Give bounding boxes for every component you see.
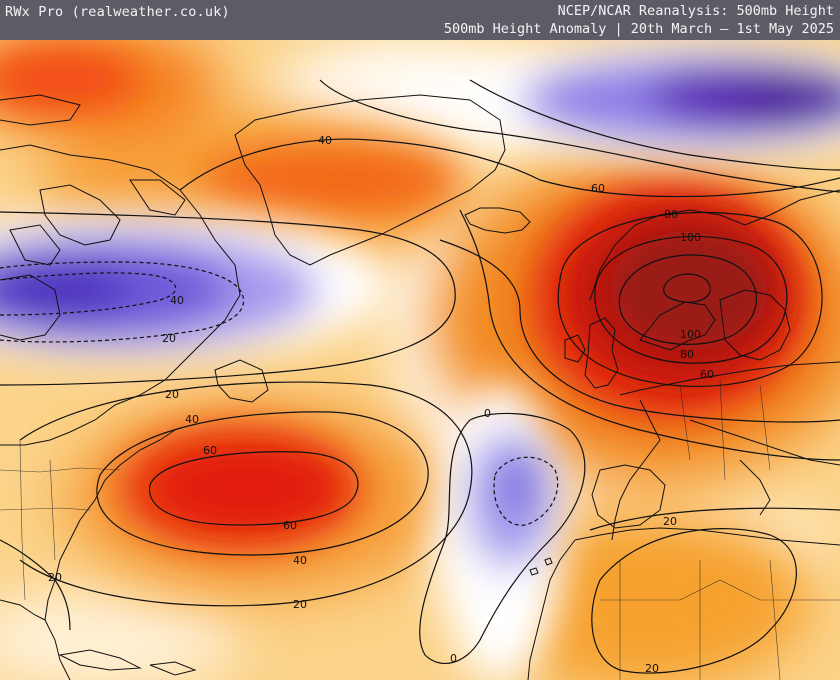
contour-label: 100 — [680, 231, 701, 244]
contour-canada-zero — [0, 211, 456, 386]
contour-scand-60 — [557, 211, 823, 387]
anomaly-fill-layer — [0, 40, 840, 680]
brand-label: RWx Pro (realweather.co.uk) — [5, 4, 230, 20]
contour-label: 60 — [203, 444, 217, 457]
iceland-coast — [464, 207, 531, 234]
iberia-coast — [591, 464, 666, 529]
contour-scand-100 — [618, 254, 757, 345]
map-title: NCEP/NCAR Reanalysis: 500mb Height — [557, 3, 834, 19]
anomaly-map-svg: 40 60 80 100 100 80 60 40 20 20 40 60 60… — [0, 40, 840, 680]
border-layer — [0, 379, 840, 680]
europe-coast — [619, 361, 840, 396]
contour-label: 100 — [680, 328, 701, 341]
contour-label: 40 — [185, 413, 199, 426]
contour-label: 60 — [283, 519, 297, 532]
map-subtitle: 500mb Height Anomaly | 20th March — 1st … — [443, 21, 834, 37]
contour-20-mid — [459, 209, 840, 461]
contour-azores-zero — [419, 412, 586, 664]
contour-40-scand-south — [439, 239, 840, 423]
contour-scand-inner — [663, 273, 711, 303]
contour-canada-neg20 — [0, 261, 245, 343]
contour-atl-60 — [148, 451, 359, 526]
map-header: RWx Pro (realweather.co.uk) NCEP/NCAR Re… — [0, 0, 840, 40]
contour-label: 0 — [484, 407, 491, 420]
canada-coast — [0, 144, 241, 446]
contour-top-arc — [469, 79, 840, 171]
contour-label: 40 — [318, 134, 332, 147]
contour-label: 60 — [700, 368, 714, 381]
contour-atl-40 — [96, 411, 429, 556]
map-title-block: NCEP/NCAR Reanalysis: 500mb Height 500mb… — [444, 2, 834, 38]
scandinavia-coast — [589, 189, 840, 301]
contour-azores-neg — [493, 456, 559, 526]
contour-label: 20 — [48, 571, 62, 584]
contour-label: 60 — [591, 182, 605, 195]
contour-label: 20 — [165, 388, 179, 401]
british-isles-coast — [584, 317, 619, 389]
contour-40-north — [179, 138, 840, 198]
contour-20-north — [319, 79, 840, 193]
anomaly-map: 40 60 80 100 100 80 60 40 20 20 40 60 60… — [0, 40, 840, 680]
contour-label-layer: 40 60 80 100 100 80 60 40 20 20 40 60 60… — [48, 134, 714, 675]
contour-florida-20 — [0, 539, 71, 631]
contour-atl-20 — [19, 381, 473, 607]
contour-label: 20 — [293, 598, 307, 611]
contour-label: 20 — [162, 332, 176, 345]
contour-label: 80 — [680, 348, 694, 361]
contour-label: 40 — [170, 294, 184, 307]
north-africa-coast — [574, 527, 840, 546]
contour-sahara-top — [589, 507, 840, 531]
contour-label: 20 — [663, 515, 677, 528]
coastline-layer — [0, 94, 840, 680]
contour-label: 40 — [293, 554, 307, 567]
contour-label: 80 — [664, 208, 678, 221]
contour-sahara-20 — [591, 528, 797, 674]
contour-layer — [0, 79, 840, 674]
contour-label: 20 — [645, 662, 659, 675]
contour-scand-80 — [594, 235, 788, 364]
contour-label: 0 — [450, 652, 457, 665]
